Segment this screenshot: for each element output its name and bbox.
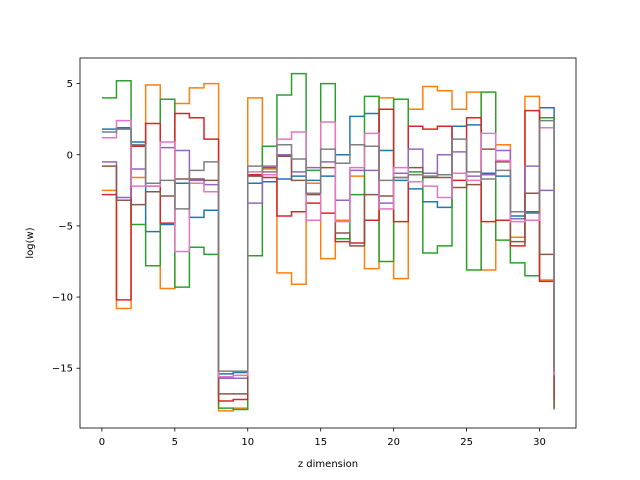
y-axis-ticks: −15 −10 −5 0 5	[52, 79, 80, 375]
plot-frame	[79, 57, 577, 429]
y-tick-label: 0	[67, 150, 73, 161]
x-tick-label: 0	[99, 437, 105, 448]
series-line-7	[101, 119, 555, 378]
x-axis-label: z dimension	[298, 459, 358, 470]
y-tick-label: −10	[52, 293, 73, 304]
plot-background	[80, 58, 576, 428]
y-tick-label: −5	[58, 221, 73, 232]
x-tick-label: 10	[241, 437, 254, 448]
x-tick-label: 20	[387, 437, 400, 448]
x-axis-ticks: 0 5 10 15 20 25 30	[99, 428, 546, 448]
x-tick-label: 5	[172, 437, 178, 448]
y-tick-label: 5	[67, 79, 73, 90]
series-line-8	[101, 119, 555, 372]
y-tick-label: −15	[52, 364, 73, 375]
series-layer	[101, 72, 555, 412]
x-tick-label: 15	[314, 437, 327, 448]
x-tick-label: 30	[533, 437, 546, 448]
x-tick-label: 25	[460, 437, 473, 448]
y-axis-label: log(w)	[25, 227, 36, 258]
